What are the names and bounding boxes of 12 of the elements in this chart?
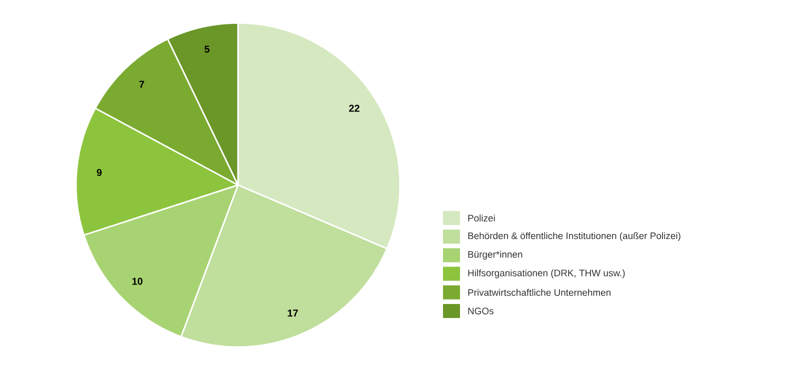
data-label: 10 [132, 278, 142, 285]
legend-label: Behörden & öffentliche Institutionen (außer Polizei) [468, 232, 680, 241]
legend-label: Bürger*innen [468, 250, 522, 260]
data-label: 17 [288, 310, 298, 317]
legend-label: Polizei [468, 214, 495, 222]
data-label: 22 [349, 104, 360, 112]
data-label: 7 [139, 80, 144, 88]
legend-label: Privatwirtschaftliche Unternehmen [468, 288, 610, 296]
data-label: 9 [96, 168, 102, 176]
data-label: 5 [204, 46, 210, 53]
legend-label: NGOs [468, 308, 494, 314]
legend-label: Hilfsorganisationen (DRK, THW usw.) [468, 269, 625, 278]
